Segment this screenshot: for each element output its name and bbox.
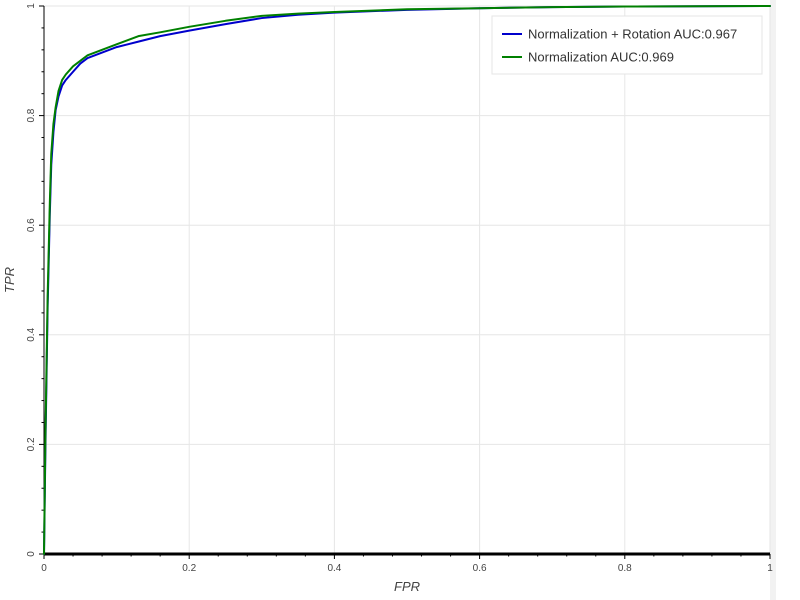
x-tick-label: 0	[41, 563, 47, 574]
plot-background	[44, 6, 770, 554]
x-tick-label: 0.8	[618, 563, 632, 574]
y-axis-title: TPR	[2, 267, 17, 293]
axes: 0 0.2 0.4 0.6 0.8 1 0 0.2 0.4 0.6 0.8 1	[26, 3, 773, 574]
legend: Normalization + Rotation AUC:0.967 Normal…	[491, 15, 763, 75]
series-lines	[43, 5, 771, 555]
x-axis-title: FPR	[394, 579, 420, 594]
y-tick-label: 0.8	[26, 108, 37, 122]
x-tick-label: 0.4	[327, 563, 341, 574]
right-edge-band	[770, 0, 776, 600]
y-tick-label: 0.6	[26, 218, 37, 232]
x-tick-label: 1	[767, 563, 773, 574]
y-tick-label: 0.4	[26, 327, 37, 341]
y-tick-label: 0	[26, 551, 37, 557]
x-tick-label: 0.2	[182, 563, 196, 574]
legend-label-1: Normalization + Rotation AUC:0.967	[528, 27, 737, 42]
legend-box	[491, 15, 763, 75]
x-tick-label: 0.6	[473, 563, 487, 574]
legend-label-2: Normalization AUC:0.969	[528, 50, 674, 65]
y-tick-label: 0.2	[26, 437, 37, 451]
series-line-2	[43, 5, 771, 555]
y-tick-label: 1	[26, 3, 37, 9]
